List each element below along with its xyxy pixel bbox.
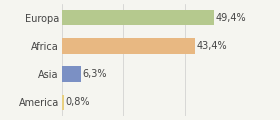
Bar (62, 10, 214, 25)
Bar (62, 38, 195, 54)
Text: 49,4%: 49,4% (215, 13, 246, 23)
Text: 0,8%: 0,8% (66, 97, 90, 107)
Text: 6,3%: 6,3% (83, 69, 107, 79)
Bar (62, 66, 81, 82)
Text: 43,4%: 43,4% (197, 41, 227, 51)
Bar (62, 95, 64, 110)
